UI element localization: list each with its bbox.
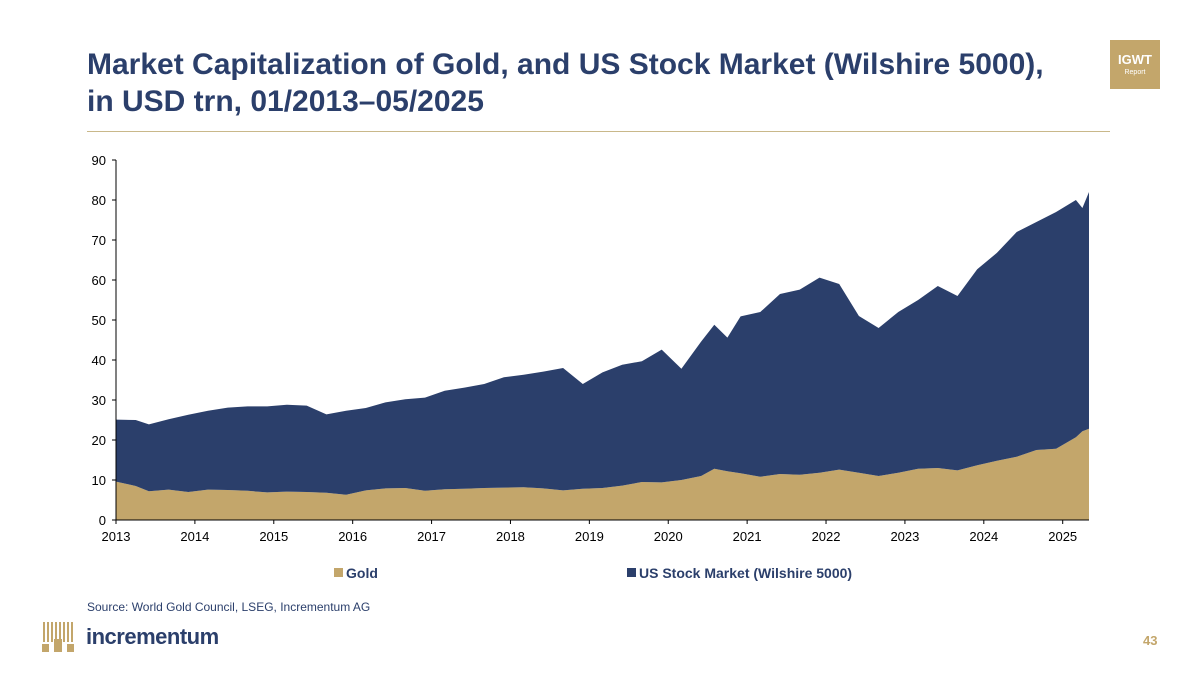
brand-wordmark: incrementum bbox=[86, 624, 219, 649]
x-tick-label: 2025 bbox=[1048, 529, 1077, 544]
badge-title: IGWT bbox=[1118, 52, 1152, 67]
page-number: 43 bbox=[1143, 633, 1158, 648]
x-tick-label: 2014 bbox=[180, 529, 209, 544]
x-tick-label: 2013 bbox=[102, 529, 131, 544]
x-tick-label: 2022 bbox=[812, 529, 841, 544]
y-tick-label: 10 bbox=[92, 473, 106, 488]
chart-axes: 0 10 20 30 40 50 60 70 80 90 2013 2014 2015 2016 2017 2… bbox=[92, 153, 1089, 544]
chart-legend: Gold US Stock Market (Wilshire 5000) bbox=[334, 565, 852, 581]
x-tick-label: 2021 bbox=[733, 529, 762, 544]
y-tick-label: 20 bbox=[92, 433, 106, 448]
y-tick-label: 40 bbox=[92, 353, 106, 368]
y-tick-label: 50 bbox=[92, 313, 106, 328]
x-tick-label: 2017 bbox=[417, 529, 446, 544]
badge-subtitle: Report bbox=[1124, 69, 1146, 76]
series-area-0 bbox=[116, 428, 1089, 520]
y-tick-label: 0 bbox=[99, 513, 106, 528]
x-tick-label: 2020 bbox=[654, 529, 683, 544]
x-tick-label: 2018 bbox=[496, 529, 525, 544]
y-tick-label: 30 bbox=[92, 393, 106, 408]
x-tick-label: 2019 bbox=[575, 529, 604, 544]
x-tick-label: 2015 bbox=[259, 529, 288, 544]
y-tick-label: 60 bbox=[92, 273, 106, 288]
x-tick-label: 2023 bbox=[890, 529, 919, 544]
igwt-report-badge: IGWT Report bbox=[1110, 40, 1160, 89]
chart-areas bbox=[116, 192, 1089, 520]
title-divider bbox=[87, 131, 1110, 132]
y-tick-label: 80 bbox=[92, 193, 106, 208]
legend-swatch-1 bbox=[627, 568, 636, 577]
x-tick-label: 2016 bbox=[338, 529, 367, 544]
page-title: Market Capitalization of Gold, and US St… bbox=[87, 48, 1044, 118]
y-tick-label: 90 bbox=[92, 153, 106, 168]
source-note: Source: World Gold Council, LSEG, Increm… bbox=[87, 600, 371, 614]
x-tick-label: 2024 bbox=[969, 529, 998, 544]
y-tick-label: 70 bbox=[92, 233, 106, 248]
legend-swatch-0 bbox=[334, 568, 343, 577]
legend-label-0: Gold bbox=[346, 565, 378, 581]
series-area-1 bbox=[116, 192, 1089, 495]
legend-label-1: US Stock Market (Wilshire 5000) bbox=[639, 565, 852, 581]
tree-logo-icon bbox=[42, 622, 74, 652]
